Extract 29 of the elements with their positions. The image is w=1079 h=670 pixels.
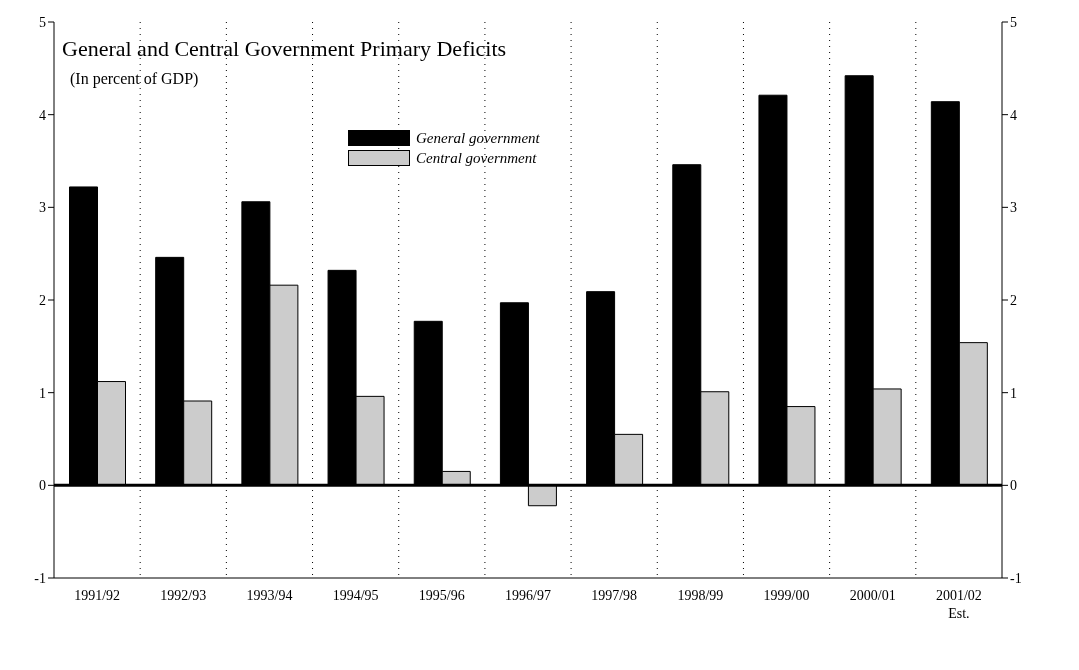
y2-tick-label: 1 (1010, 385, 1017, 401)
x-tick-label: 1995/96 (418, 588, 465, 603)
y-tick-label: 5 (39, 14, 46, 30)
y-tick-label: 2 (39, 292, 46, 308)
x-tick-label: 1992/93 (160, 588, 207, 603)
x-tick-label: 1998/99 (677, 588, 724, 603)
x-tick-label: 2000/01 (849, 588, 896, 603)
y-tick-label: 3 (39, 200, 46, 216)
y-tick-label: 0 (39, 478, 46, 494)
y2-tick-label: 5 (1010, 14, 1017, 30)
x-tick-label: 1996/97 (505, 588, 551, 603)
y2-tick-label: -1 (1010, 570, 1022, 586)
x-tick-label: 1993/94 (246, 588, 293, 603)
x-tick-label: 1997/98 (591, 588, 638, 603)
x-tick-label: 1999/00 (763, 588, 810, 603)
y-tick-label: 1 (39, 385, 46, 401)
y2-tick-label: 4 (1010, 107, 1017, 123)
x-tick-label: 2001/02 Est. (935, 588, 982, 621)
text: (In percent of GDP) (70, 70, 199, 88)
y2-tick-label: 3 (1010, 200, 1017, 216)
y-tick-label: -1 (34, 570, 46, 586)
legend-label: Central government (416, 149, 537, 167)
y2-tick-label: 0 (1010, 478, 1017, 494)
legend-label: General government (416, 129, 540, 147)
text: General and Central Government Primary Deficits (62, 36, 507, 62)
y-tick-label: 4 (39, 107, 46, 123)
x-tick-label: 1994/95 (332, 588, 379, 603)
x-tick-label: 1991/92 (74, 588, 121, 603)
y2-tick-label: 2 (1010, 292, 1017, 308)
